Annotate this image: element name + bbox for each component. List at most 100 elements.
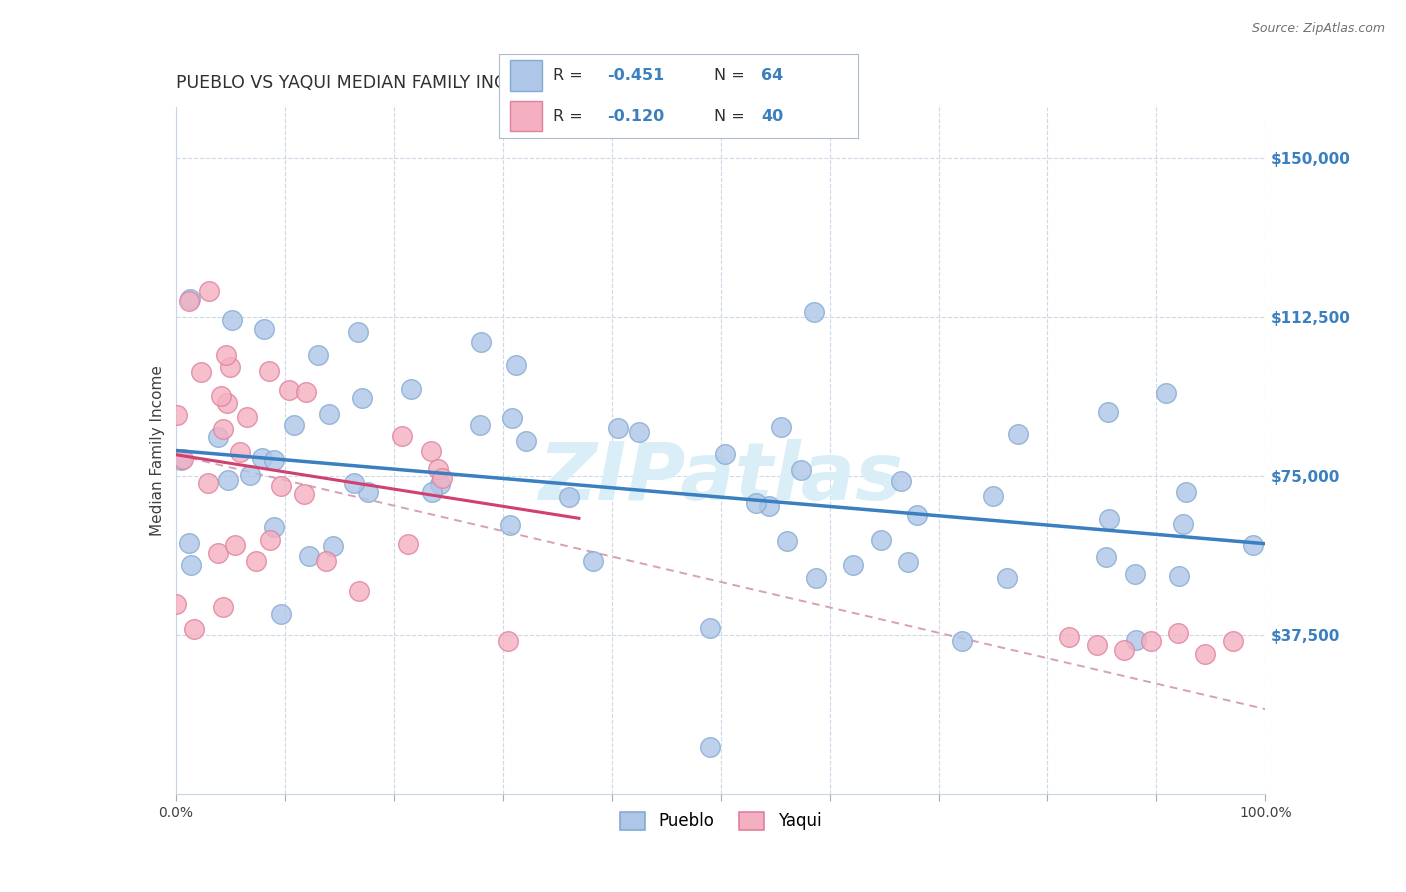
Point — [803, 305, 825, 319]
Point — [770, 420, 793, 434]
Point — [699, 621, 721, 635]
Text: -0.451: -0.451 — [607, 68, 664, 83]
Point — [215, 348, 238, 362]
Text: -0.120: -0.120 — [607, 109, 664, 124]
Point — [745, 496, 768, 510]
Point — [1167, 625, 1189, 640]
Point — [842, 558, 865, 572]
Point — [253, 321, 276, 335]
Point — [905, 508, 928, 523]
FancyBboxPatch shape — [510, 101, 543, 131]
Point — [505, 358, 527, 372]
Point — [897, 555, 920, 569]
Text: R =: R = — [553, 68, 588, 83]
Point — [950, 633, 973, 648]
Point — [498, 633, 520, 648]
Point — [804, 571, 827, 585]
Point — [318, 407, 340, 421]
Point — [983, 489, 1005, 503]
Point — [166, 408, 188, 422]
Point — [399, 382, 422, 396]
Point — [420, 485, 443, 500]
Point — [429, 477, 451, 491]
Point — [426, 462, 449, 476]
Point — [177, 294, 200, 309]
FancyBboxPatch shape — [510, 61, 543, 91]
Point — [263, 453, 285, 467]
Text: 40: 40 — [761, 109, 783, 124]
Point — [870, 533, 893, 547]
Point — [628, 425, 651, 439]
Point — [315, 554, 337, 568]
Point — [515, 434, 537, 448]
Text: PUEBLO VS YAQUI MEDIAN FAMILY INCOME CORRELATION CHART: PUEBLO VS YAQUI MEDIAN FAMILY INCOME COR… — [176, 74, 740, 92]
Point — [396, 537, 419, 551]
Point — [169, 453, 191, 467]
Text: ZIPatlas: ZIPatlas — [538, 439, 903, 517]
Point — [699, 740, 721, 755]
Point — [165, 597, 187, 611]
Point — [221, 313, 243, 327]
Point — [419, 444, 441, 458]
Text: N =: N = — [714, 68, 751, 83]
Point — [1175, 485, 1198, 500]
Point — [391, 429, 413, 443]
Point — [278, 383, 301, 397]
Point — [1085, 639, 1108, 653]
Point — [714, 447, 737, 461]
Point — [1098, 512, 1121, 526]
Point — [229, 445, 252, 459]
Point — [295, 385, 318, 400]
Point — [263, 520, 285, 534]
Text: Source: ZipAtlas.com: Source: ZipAtlas.com — [1251, 22, 1385, 36]
Point — [498, 517, 520, 532]
Point — [352, 391, 374, 405]
Point — [207, 546, 229, 560]
Point — [217, 473, 239, 487]
Point — [224, 538, 246, 552]
Point — [270, 479, 292, 493]
Y-axis label: Median Family Income: Median Family Income — [149, 365, 165, 536]
Point — [470, 334, 492, 349]
Point — [607, 420, 630, 434]
Point — [1168, 569, 1191, 583]
Point — [180, 558, 202, 573]
Text: N =: N = — [714, 109, 751, 124]
Point — [183, 623, 205, 637]
Point — [177, 536, 200, 550]
Point — [198, 285, 221, 299]
Point — [215, 396, 238, 410]
Point — [212, 422, 235, 436]
Point — [212, 599, 235, 614]
Point — [1125, 632, 1147, 647]
Point — [1097, 405, 1119, 419]
Point — [468, 417, 491, 432]
Point — [343, 476, 366, 491]
Point — [209, 389, 232, 403]
Point — [292, 486, 315, 500]
Point — [356, 484, 378, 499]
Point — [347, 326, 370, 340]
Point — [322, 540, 344, 554]
Point — [430, 470, 453, 484]
Point — [758, 499, 780, 513]
Point — [1125, 567, 1147, 582]
Point — [1241, 538, 1264, 552]
Point — [1112, 642, 1135, 657]
Point — [582, 554, 605, 568]
Point — [790, 462, 813, 476]
Point — [1095, 549, 1118, 564]
Point — [1194, 647, 1216, 661]
Point — [259, 533, 281, 548]
Point — [179, 292, 201, 306]
Legend: Pueblo, Yaqui: Pueblo, Yaqui — [613, 805, 828, 837]
Point — [557, 490, 579, 504]
Point — [257, 364, 280, 378]
Text: R =: R = — [553, 109, 588, 124]
Point — [172, 451, 194, 466]
Point — [349, 584, 371, 599]
Point — [1222, 634, 1244, 648]
Point — [890, 474, 912, 488]
Point — [207, 430, 229, 444]
Point — [236, 410, 259, 425]
